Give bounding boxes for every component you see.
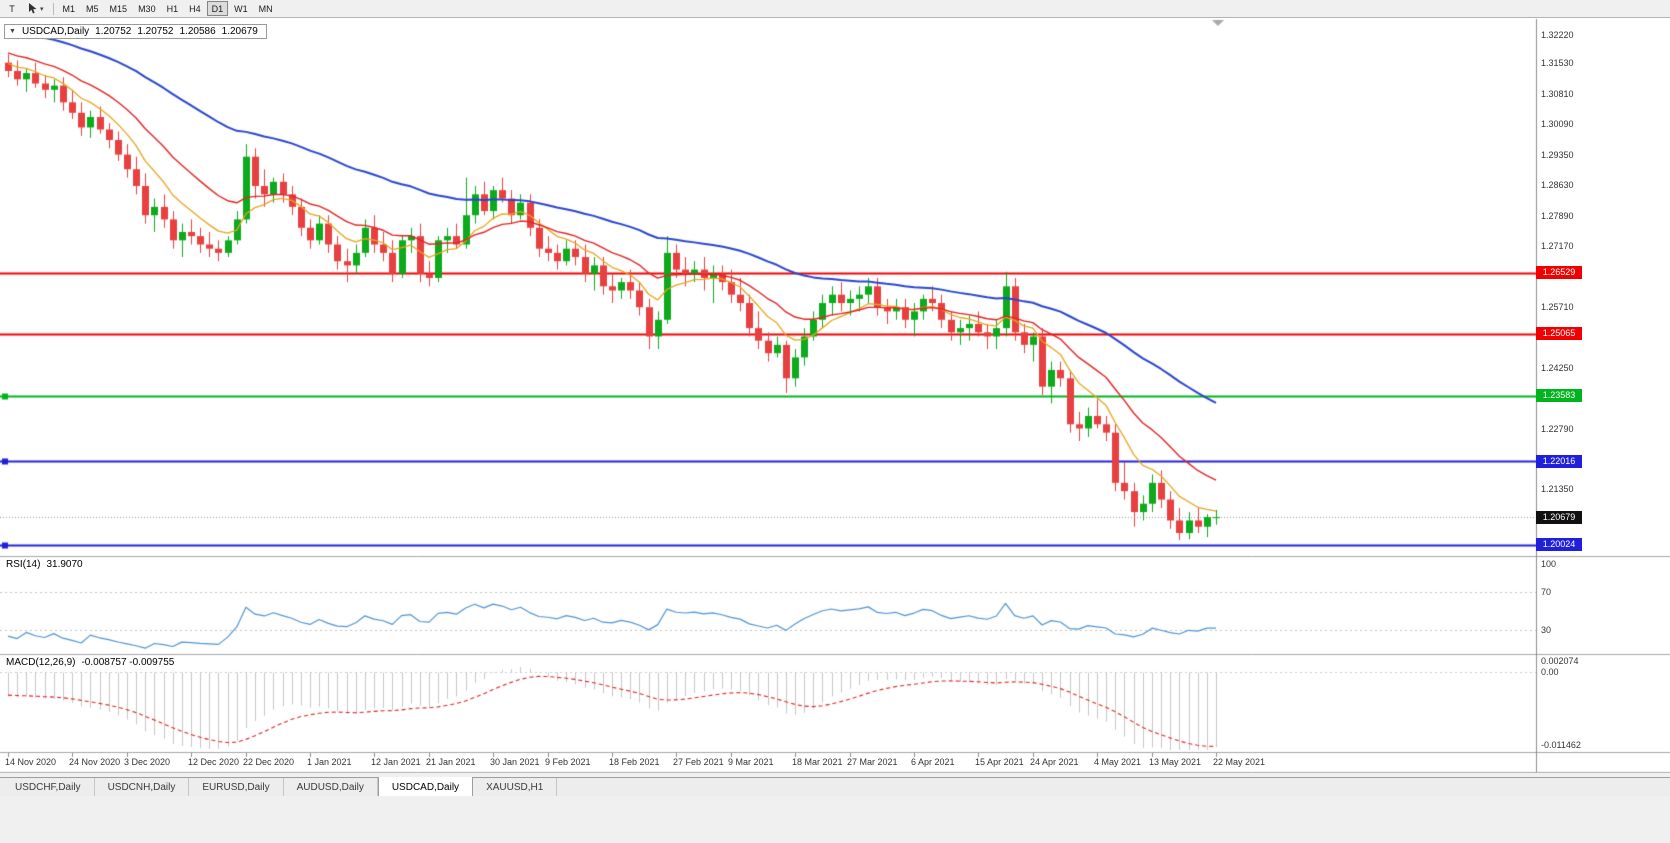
timeframe-button-h1[interactable]: H1 bbox=[161, 1, 184, 16]
timeframe-group: M1 M5 M15 M30 H1 H4 D1 W1 MN bbox=[57, 1, 278, 16]
timeframe-button-h4[interactable]: H4 bbox=[184, 1, 206, 16]
timeframe-button-mn[interactable]: MN bbox=[253, 1, 278, 16]
timeframe-button-m1[interactable]: M1 bbox=[57, 1, 81, 16]
chart-info-box: ▼ USDCAD,Daily 1.20752 1.20752 1.20586 1… bbox=[4, 24, 267, 39]
symbol-dropdown-icon[interactable]: ▼ bbox=[9, 28, 16, 35]
chart-tab-usdcad-daily[interactable]: USDCAD,Daily bbox=[377, 777, 474, 796]
rsi-title: RSI(14) bbox=[6, 559, 41, 570]
templates-button[interactable]: T bbox=[2, 1, 22, 16]
high-value: 1.20752 bbox=[137, 26, 174, 37]
cursor-icon bbox=[29, 3, 37, 14]
macd-title: MACD(12,26,9) bbox=[6, 657, 76, 668]
timeframe-button-d1[interactable]: D1 bbox=[206, 1, 229, 16]
open-value: 1.20752 bbox=[95, 26, 132, 37]
rsi-indicator-label: RSI(14) 31.9070 bbox=[6, 559, 83, 570]
cursor-tool-button[interactable]: ▾ bbox=[23, 1, 49, 16]
low-value: 1.20586 bbox=[179, 26, 216, 37]
rsi-value: 31.9070 bbox=[46, 559, 83, 570]
close-value: 1.20679 bbox=[221, 26, 258, 37]
chart-tab-usdcnh-daily[interactable]: USDCNH,Daily bbox=[94, 778, 190, 796]
toolbar-separator bbox=[52, 2, 54, 15]
timeframe-button-m5[interactable]: M5 bbox=[81, 1, 104, 16]
chart-tab-usdchf-daily[interactable]: USDCHF,Daily bbox=[2, 778, 95, 796]
macd-values: -0.008757 -0.009755 bbox=[81, 657, 175, 668]
timeframe-button-m30[interactable]: M30 bbox=[133, 1, 161, 16]
chart-tabbar: USDCHF,Daily USDCNH,Daily EURUSD,Daily AUDU… bbox=[0, 777, 1670, 796]
timeframe-button-w1[interactable]: W1 bbox=[229, 1, 253, 16]
chart-tab-audusd-daily[interactable]: AUDUSD,Daily bbox=[283, 778, 378, 796]
dropdown-caret-icon: ▾ bbox=[40, 5, 44, 13]
chart-tab-xauusd-h1[interactable]: XAUUSD,H1 bbox=[473, 778, 558, 796]
timeframe-button-m15[interactable]: M15 bbox=[104, 1, 133, 16]
symbol-label: USDCAD,Daily bbox=[21, 26, 90, 37]
chart-tab-eurusd-daily[interactable]: EURUSD,Daily bbox=[189, 778, 284, 796]
top-toolbar: T ▾ M1 M5 M15 M30 H1 H4 D1 W1 MN bbox=[0, 0, 1670, 18]
macd-indicator-label: MACD(12,26,9) -0.008757 -0.009755 bbox=[6, 657, 174, 668]
